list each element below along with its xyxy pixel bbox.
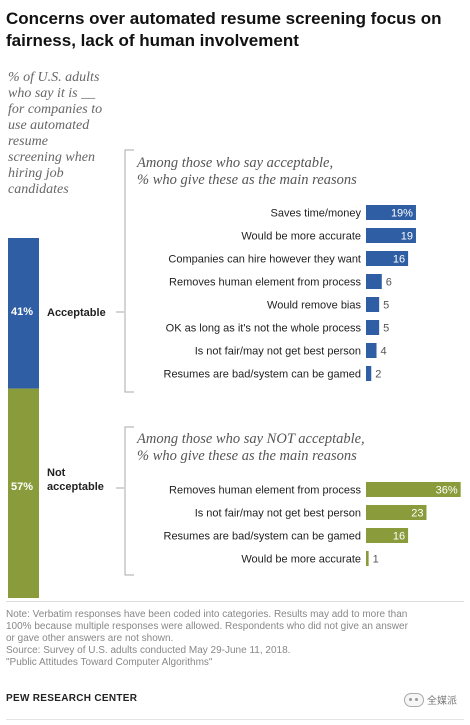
note-line: "Public Attitudes Toward Computer Algori…	[6, 657, 213, 668]
subtitle-line: % of U.S. adults	[8, 70, 100, 85]
subtitle-line: use automated	[8, 118, 90, 133]
group-heading-not-acceptable: Among those who say NOT acceptable, % wh…	[137, 431, 365, 465]
reason-label: Saves time/money	[271, 208, 362, 220]
subtitle-line: resume	[8, 134, 48, 149]
subtitle-line: for companies to	[8, 102, 103, 117]
total-acceptable-value: 41%	[11, 306, 34, 318]
reason-value: 16	[393, 254, 405, 266]
reason-value: 6	[386, 277, 392, 289]
bottom-divider	[6, 719, 464, 720]
reason-bar	[366, 343, 377, 358]
chart-notes: Note: Verbatim responses have been coded…	[6, 609, 464, 669]
reason-bar	[366, 366, 372, 381]
subtitle-line: who say it is __	[8, 86, 96, 101]
reason-value: 36%	[436, 485, 458, 497]
reason-bar	[366, 528, 409, 543]
reason-label: Would be more accurate	[241, 554, 361, 566]
total-label-line: Acceptable	[47, 307, 106, 319]
reason-value: 5	[383, 300, 389, 312]
reason-value: 19	[401, 231, 413, 243]
reason-label: Resumes are bad/system can be gamed	[164, 369, 362, 381]
reason-value: 23	[411, 508, 423, 520]
reason-bar	[366, 551, 369, 566]
reason-bar	[366, 297, 380, 312]
reason-value: 4	[381, 346, 387, 358]
reasons-chart: Saves time/money 19% Would be more accurat…	[8, 149, 461, 598]
divider	[6, 601, 464, 602]
reason-label: Removes human element from process	[169, 277, 361, 289]
bracket-not-acceptable	[124, 426, 134, 576]
source-organization: PEW RESEARCH CENTER	[6, 693, 138, 704]
reason-label: Companies can hire however they want	[168, 254, 361, 266]
subtitle-line: screening when	[8, 150, 95, 165]
reason-label: Is not fair/may not get best person	[195, 346, 361, 358]
chart-title: Concerns over automated resume screening…	[6, 8, 466, 52]
reason-bar	[366, 320, 380, 335]
chart-title-line: fairness, lack of human involvement	[6, 31, 299, 50]
total-not-acceptable-label: Not acceptable	[47, 466, 104, 494]
reason-value: 16	[393, 531, 405, 543]
reason-bar	[366, 274, 382, 289]
watermark: 全媒派	[404, 692, 457, 707]
reason-value: 19%	[391, 208, 413, 220]
group-heading-line: Among those who say NOT acceptable,	[137, 431, 365, 447]
reason-label: Resumes are bad/system can be gamed	[164, 531, 362, 543]
group-heading-line: % who give these as the main reasons	[137, 172, 357, 188]
total-label-line: acceptable	[47, 481, 104, 493]
subtitle-line: hiring job	[8, 166, 64, 181]
reason-label: Would remove bias	[267, 300, 361, 312]
group-heading-line: % who give these as the main reasons	[137, 448, 357, 464]
reason-bar	[366, 228, 416, 243]
reason-bar	[366, 205, 416, 220]
bracket-acceptable	[124, 149, 134, 393]
note-line: Source: Survey of U.S. adults conducted …	[6, 645, 291, 656]
total-acceptable-label: Acceptable	[47, 306, 106, 320]
watermark-text: 全媒派	[427, 696, 457, 707]
reason-bar	[366, 505, 427, 520]
reason-value: 1	[373, 554, 379, 566]
subtitle-line: candidates	[8, 182, 69, 197]
chart-title-line: Concerns over automated resume screening…	[6, 9, 442, 28]
reason-bar	[366, 251, 409, 266]
total-label-line: Not	[47, 467, 66, 479]
reason-label: Is not fair/may not get best person	[195, 508, 361, 520]
reason-label: Would be more accurate	[241, 231, 361, 243]
note-line: or gave other answers are not shown.	[6, 633, 174, 644]
note-line: 100% because multiple responses were all…	[6, 621, 408, 632]
total-bar-acceptable	[8, 238, 39, 389]
group-heading-line: Among those who say acceptable,	[137, 155, 334, 171]
group-heading-acceptable: Among those who say acceptable, % who gi…	[137, 155, 357, 189]
reason-value: 5	[383, 323, 389, 335]
chart-subtitle: % of U.S. adults who say it is __ for co…	[8, 70, 132, 198]
reason-bar	[366, 482, 461, 497]
total-not-acceptable-value: 57%	[11, 481, 34, 493]
note-line: Note: Verbatim responses have been coded…	[6, 609, 408, 620]
reason-label: Removes human element from process	[169, 485, 361, 497]
reason-value: 2	[375, 369, 381, 381]
wechat-icon	[404, 692, 424, 707]
total-bar-not-acceptable	[8, 388, 39, 598]
reason-label: OK as long as it's not the whole process	[166, 323, 362, 335]
